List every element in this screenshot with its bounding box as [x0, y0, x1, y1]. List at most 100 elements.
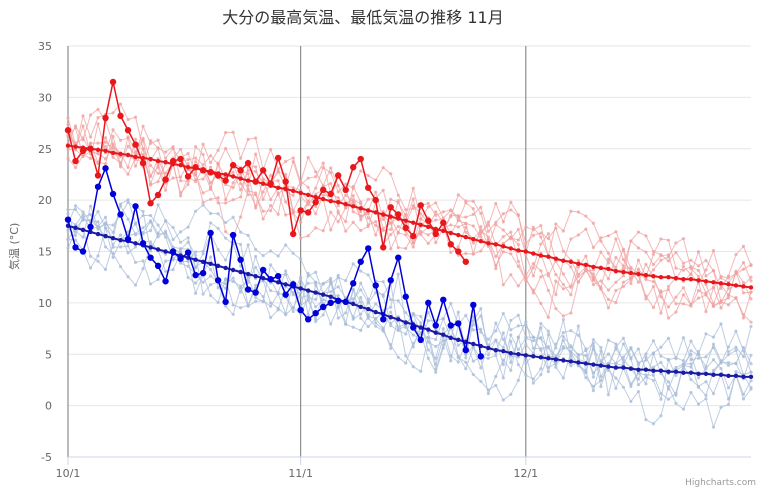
- highlight_max-point: [94, 172, 102, 179]
- past-year-point: [621, 336, 626, 340]
- past-year-point: [299, 220, 303, 225]
- past-year-point: [561, 272, 565, 276]
- past-year-point: [216, 148, 220, 153]
- past-year-point: [516, 363, 520, 367]
- past-year-point: [749, 385, 753, 390]
- past-year-point: [231, 198, 235, 202]
- past-year-point: [96, 227, 100, 231]
- past-year-point: [141, 138, 145, 142]
- past-year-point: [426, 310, 430, 315]
- highlight_max-point: [342, 186, 349, 194]
- past-year-point: [103, 245, 108, 249]
- past-year-point: [434, 201, 438, 205]
- normal_min-point: [748, 374, 754, 380]
- past-year-point: [186, 225, 190, 229]
- past-year-point: [479, 205, 483, 209]
- past-year-point: [133, 283, 138, 287]
- past-year-point: [569, 293, 573, 297]
- past-year-point: [276, 306, 280, 310]
- past-year-point: [426, 330, 430, 335]
- normal_min-point: [388, 315, 393, 320]
- past-year-point: [329, 171, 333, 175]
- past-year-point: [524, 342, 528, 347]
- past-year-point: [471, 224, 475, 228]
- past-year-point: [201, 200, 205, 205]
- past-year-point: [696, 250, 701, 254]
- past-year-point: [456, 245, 460, 249]
- past-year-point: [456, 310, 460, 314]
- past-year-point: [486, 356, 490, 361]
- past-year-point: [216, 162, 220, 166]
- past-year-point: [434, 337, 438, 342]
- past-year-point: [516, 259, 520, 263]
- past-year-point: [719, 366, 723, 371]
- past-year-point: [178, 175, 183, 179]
- past-year-point: [389, 172, 393, 176]
- past-year-point: [659, 290, 663, 295]
- past-year-point: [336, 220, 340, 224]
- past-year-point: [621, 358, 626, 362]
- past-year-point: [471, 207, 475, 211]
- highlight_max-point: [267, 180, 274, 187]
- past-year-point: [441, 316, 445, 321]
- normal_min-point: [546, 356, 551, 361]
- past-year-point: [186, 158, 190, 162]
- past-year-point: [411, 341, 415, 345]
- past-year-point: [381, 209, 385, 214]
- past-year-point: [734, 295, 738, 300]
- highlight_min-point: [447, 322, 454, 329]
- past-year-point: [704, 292, 708, 296]
- past-year-point: [704, 393, 708, 398]
- highlight_min-point: [124, 235, 132, 243]
- past-year-point: [636, 258, 641, 262]
- past-year-point: [516, 378, 520, 382]
- credits-link[interactable]: Highcharts.com: [685, 478, 756, 488]
- past-year-point: [501, 283, 505, 287]
- past-year-point: [171, 268, 175, 272]
- past-year-point: [193, 209, 198, 213]
- past-year-point: [516, 284, 520, 288]
- past-year-point: [591, 268, 595, 272]
- normal_max-point: [163, 159, 168, 165]
- highlight_max-point: [289, 230, 297, 238]
- past-year-point: [546, 345, 550, 349]
- past-year-point: [306, 155, 310, 160]
- past-year-point: [561, 314, 565, 318]
- past-year-point: [126, 198, 130, 202]
- past-year-point: [351, 186, 355, 190]
- past-year-point: [741, 291, 746, 295]
- past-year-point: [224, 146, 228, 151]
- highlight_min-point: [319, 303, 327, 311]
- normal_min-point: [223, 265, 228, 271]
- past-year-point: [396, 355, 400, 359]
- past-year-point: [599, 375, 603, 379]
- past-year-point: [359, 300, 363, 304]
- highlight_min-point: [297, 306, 304, 314]
- past-year-point: [629, 265, 633, 270]
- past-year-point: [366, 173, 370, 178]
- past-year-point: [426, 348, 430, 352]
- past-year-point: [674, 295, 678, 299]
- normal_max-point: [688, 277, 694, 282]
- highlight_min-point: [289, 281, 297, 288]
- highlight_min-point: [222, 298, 229, 306]
- past-year-point: [163, 235, 168, 239]
- past-year-point: [681, 359, 686, 363]
- normal_min-point: [95, 231, 101, 237]
- highlight_min-point: [365, 245, 372, 252]
- past-year-point: [246, 171, 250, 176]
- past-year-point: [651, 252, 656, 256]
- normal_max-point: [703, 279, 709, 284]
- past-year-point: [704, 258, 708, 263]
- highlight_min-point: [229, 231, 237, 239]
- past-year-point: [659, 354, 663, 358]
- normal_max-point: [95, 147, 101, 152]
- past-year-point: [254, 136, 258, 140]
- past-year-point: [336, 275, 340, 280]
- past-year-point: [178, 179, 183, 183]
- normal_min-point: [260, 276, 266, 281]
- normal_max-point: [553, 256, 559, 261]
- past-year-point: [133, 233, 138, 237]
- past-year-point: [261, 197, 265, 202]
